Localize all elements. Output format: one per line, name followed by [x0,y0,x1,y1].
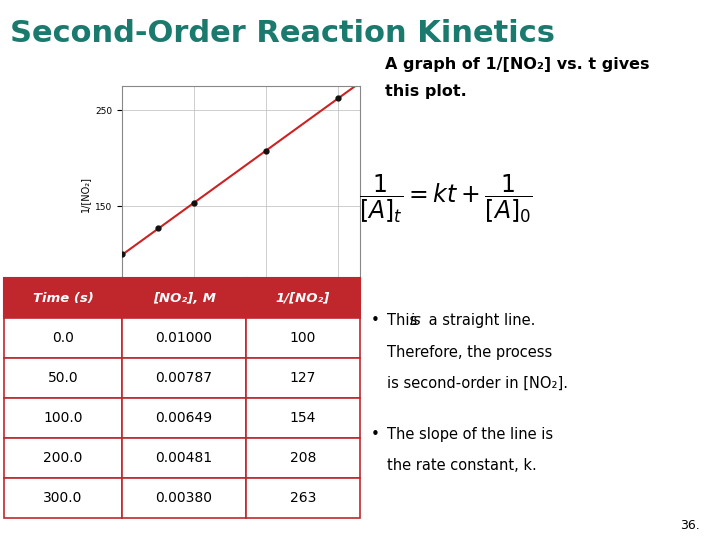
Text: The slope of the line is: The slope of the line is [387,427,553,442]
Text: 100: 100 [289,331,316,345]
Text: a straight line.: a straight line. [424,313,536,328]
Text: 127: 127 [289,371,316,385]
Text: $\dfrac{1}{[A]_t} = kt + \dfrac{1}{[A]_0}$: $\dfrac{1}{[A]_t} = kt + \dfrac{1}{[A]_0… [359,173,534,225]
Text: this plot.: this plot. [385,84,467,99]
Text: A graph of 1/[NO₂] vs. ​t gives: A graph of 1/[NO₂] vs. ​t gives [385,57,649,72]
Text: 36.: 36. [680,519,700,532]
Text: 1/[NO₂]: 1/[NO₂] [276,292,330,305]
Text: 0.0: 0.0 [52,331,74,345]
Text: 0.00380: 0.00380 [156,491,212,505]
Text: Second-Order Reaction Kinetics: Second-Order Reaction Kinetics [10,19,555,48]
Text: 200.0: 200.0 [43,451,83,465]
Text: Time (s): Time (s) [32,292,94,305]
Text: the rate constant, k.: the rate constant, k. [387,458,536,473]
Text: This: This [387,313,421,328]
Y-axis label: 1/[NO₂]: 1/[NO₂] [80,177,90,212]
Text: 50.0: 50.0 [48,371,78,385]
Text: 100.0: 100.0 [43,411,83,426]
Text: 263: 263 [289,491,316,505]
Text: Therefore, the process: Therefore, the process [387,345,552,360]
Text: 0.01000: 0.01000 [156,331,212,345]
X-axis label: Time (s): Time (s) [221,327,261,336]
Text: [NO₂], M: [NO₂], M [153,292,215,305]
Text: •: • [371,313,379,328]
Text: 0.00481: 0.00481 [156,451,212,465]
Text: 154: 154 [289,411,316,426]
Text: 208: 208 [289,451,316,465]
Text: 300.0: 300.0 [43,491,83,505]
Text: is second-order in [NO₂].: is second-order in [NO₂]. [387,376,567,391]
Text: 0.00787: 0.00787 [156,371,212,385]
Text: 0.00649: 0.00649 [156,411,212,426]
Text: •: • [371,427,379,442]
Text: is: is [410,313,421,328]
